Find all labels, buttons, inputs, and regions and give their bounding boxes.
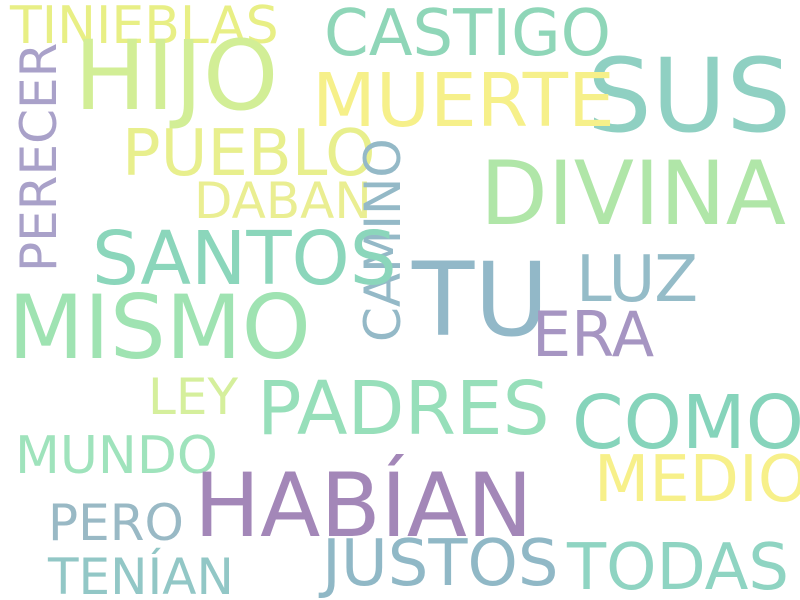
word-mundo: MUNDO: [15, 426, 218, 486]
word-tu: TU: [412, 241, 549, 360]
word-pueblo: PUEBLO: [122, 117, 376, 191]
word-justos: JUSTOS: [322, 527, 559, 600]
word-pero: PERO: [48, 494, 184, 552]
word-tinieblas: TINIEBLAS: [10, 0, 279, 56]
word-como: COMO: [572, 380, 800, 466]
word-perecer: PERECER: [10, 42, 68, 272]
word-castigo: CASTIGO: [324, 0, 612, 71]
word-tenian: TENÍAN: [48, 548, 234, 600]
word-padres: PADRES: [257, 366, 550, 452]
word-sus: SUS: [587, 37, 792, 156]
word-muerte: MUERTE: [312, 58, 615, 144]
word-luz: LUZ: [576, 243, 699, 317]
word-todas: TODAS: [567, 531, 790, 600]
word-santos: SANTOS: [92, 216, 397, 302]
word-mismo: MISMO: [8, 276, 311, 379]
word-daban: DABAN: [194, 172, 372, 230]
word-ley: LEY: [148, 368, 238, 426]
word-hijo: HIJO: [74, 20, 279, 132]
word-era: ERA: [532, 298, 655, 371]
word-medio: MEDIO: [594, 443, 800, 517]
word-divina: DIVINA: [480, 142, 786, 245]
word-habian: HABÍAN: [194, 454, 533, 557]
